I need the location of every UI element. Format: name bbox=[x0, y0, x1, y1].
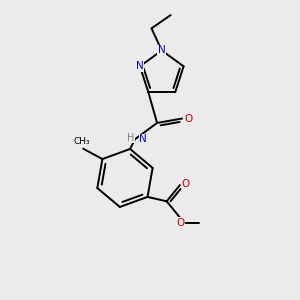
Text: N: N bbox=[158, 46, 166, 56]
Text: O: O bbox=[176, 218, 184, 228]
Text: O: O bbox=[184, 113, 193, 124]
Text: N: N bbox=[136, 61, 144, 71]
Text: O: O bbox=[182, 178, 190, 189]
Text: N: N bbox=[140, 134, 147, 144]
Text: H: H bbox=[127, 133, 134, 143]
Text: CH₃: CH₃ bbox=[74, 137, 90, 146]
